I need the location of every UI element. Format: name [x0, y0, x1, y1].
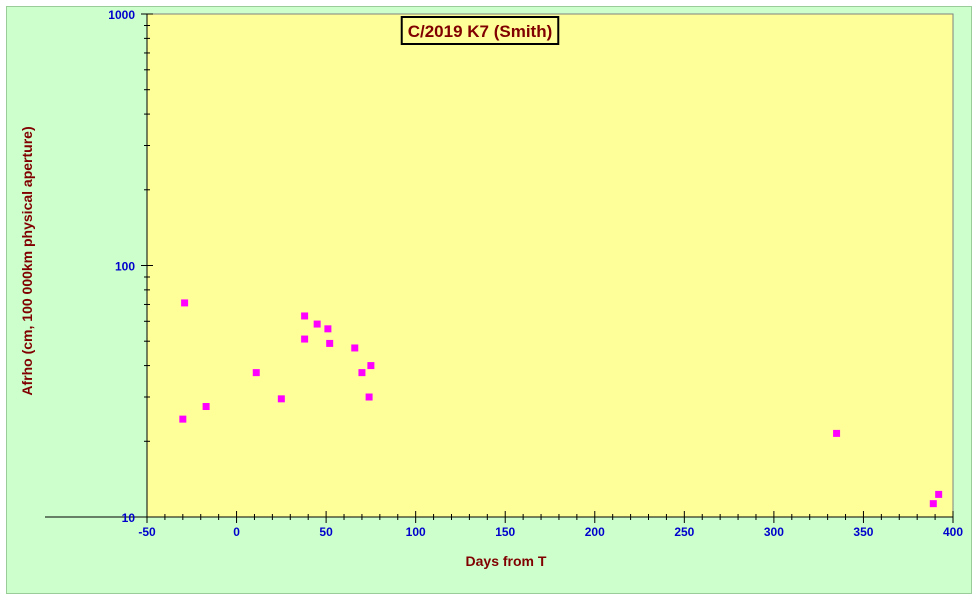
x-axis: -50 0 50 100 150 200 250 300 350 400	[45, 511, 963, 539]
y-tick-label: 1000	[108, 8, 135, 22]
data-point	[326, 339, 334, 347]
x-tick-label: 200	[585, 525, 605, 539]
x-tick-label: 50	[319, 525, 333, 539]
x-tick-label: 100	[406, 525, 426, 539]
y-axis: 10 100 1000	[108, 8, 153, 525]
data-point	[351, 344, 359, 352]
chart-title: C/2019 K7 (Smith)	[408, 22, 553, 41]
plot-area	[146, 13, 954, 518]
data-point	[181, 299, 189, 307]
x-tick-label: 400	[943, 525, 963, 539]
data-point	[313, 320, 321, 328]
data-point	[301, 335, 309, 343]
x-tick-label: 0	[233, 525, 240, 539]
y-axis-title: Afrho (cm, 100 000km physical aperture)	[19, 126, 35, 395]
chart-title-box: C/2019 K7 (Smith)	[400, 16, 560, 45]
y-tick-label: 10	[122, 511, 136, 525]
data-point	[202, 403, 210, 411]
y-tick-label: 100	[115, 260, 135, 274]
data-point	[179, 415, 187, 423]
x-tick-label: 300	[764, 525, 784, 539]
data-point	[833, 429, 841, 437]
x-axis-title: Days from T	[466, 553, 547, 569]
data-point	[301, 312, 309, 320]
data-point	[358, 369, 366, 377]
data-point	[252, 369, 260, 377]
data-point	[277, 395, 285, 403]
data-point	[935, 490, 943, 498]
x-tick-label: 350	[853, 525, 873, 539]
data-point	[324, 325, 332, 333]
x-tick-label: 150	[495, 525, 515, 539]
data-points	[179, 299, 943, 508]
data-point	[365, 393, 373, 401]
data-point	[367, 362, 375, 370]
x-tick-label: 250	[674, 525, 694, 539]
data-point	[929, 500, 937, 508]
x-tick-label: -50	[138, 525, 156, 539]
